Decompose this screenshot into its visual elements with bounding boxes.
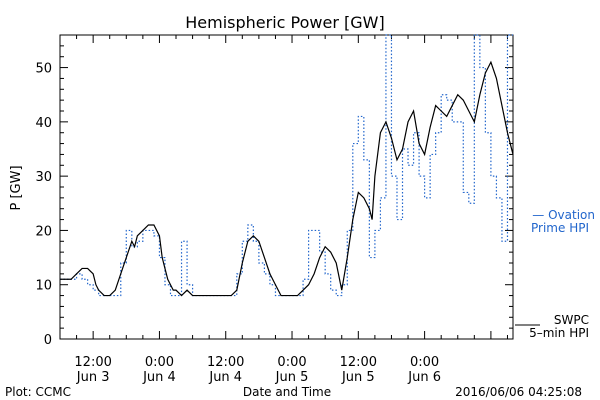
legend-ovation-label-line2: Prime HPI [531, 221, 589, 235]
x-tick-time-label: 12:00 [74, 355, 111, 370]
x-tick-time-label: 12:00 [340, 355, 377, 370]
x-tick-date-label: Jun 4 [208, 370, 242, 385]
x-tick-date-label: Jun 3 [76, 370, 110, 385]
y-tick-label: 0 [44, 333, 52, 348]
y-tick-label: 10 [35, 279, 52, 294]
x-tick-time-label: 0:00 [145, 355, 174, 370]
y-axis-label: P [GW] [9, 165, 24, 210]
y-tick-label: 40 [35, 116, 52, 131]
x-tick-time-label: 12:00 [207, 355, 244, 370]
x-tick-date-label: Jun 5 [341, 370, 375, 385]
legend-swpc-label-line2: 5–min HPI [529, 326, 589, 340]
y-tick-label: 20 [35, 224, 52, 239]
legend-swpc-label-line1: SWPC [554, 313, 589, 327]
series-layer [60, 34, 514, 297]
y-tick-label: 30 [35, 170, 52, 185]
y-axis-ticks: 0 10 20 30 40 50 [35, 34, 513, 348]
x-tick-date-label: Jun 5 [275, 370, 309, 385]
chart-title: Hemispheric Power [GW] [185, 13, 384, 32]
x-axis-label: Date and Time [243, 385, 331, 399]
x-tick-time-label: 0:00 [277, 355, 306, 370]
x-tick-date-label: Jun 4 [142, 370, 176, 385]
plot-frame [59, 34, 514, 340]
footer-right: 2016/06/06 04:25:08 [455, 385, 582, 399]
y-tick-label: 50 [35, 62, 52, 77]
series-ovation-prime-line [60, 34, 513, 297]
legend-ovation-label-line1: — Ovation [532, 208, 595, 222]
x-tick-time-label: 0:00 [410, 355, 439, 370]
x-tick-date-label: Jun 6 [407, 370, 441, 385]
footer-left: Plot: CCMC [5, 385, 71, 399]
series-swpc-line [60, 60, 514, 297]
